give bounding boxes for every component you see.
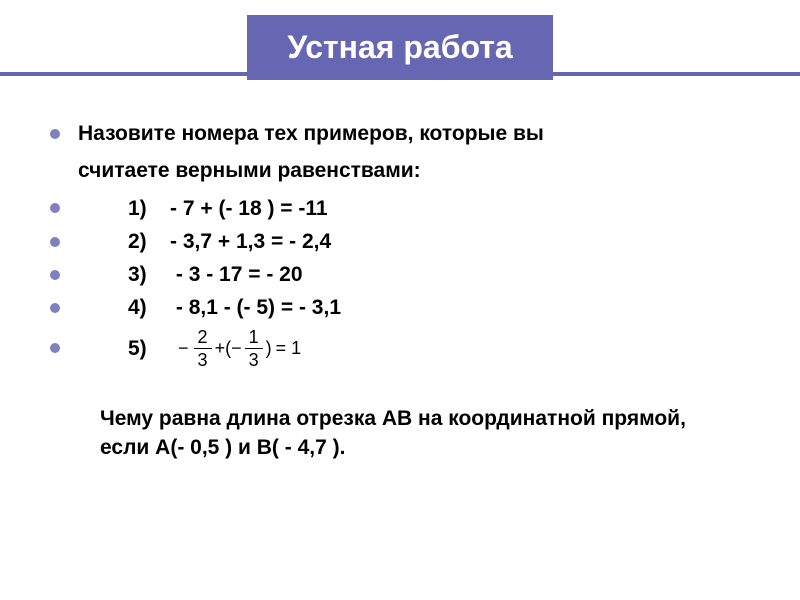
bullet-icon <box>50 343 60 353</box>
item-expression: - 8,1 - (- 5) = - 3,1 <box>176 296 341 319</box>
minus-icon: − <box>178 337 189 360</box>
bullet-icon <box>50 303 60 313</box>
minus-sign-2: − <box>231 337 242 360</box>
question-block: Чему равна длина отрезка АВ на координат… <box>100 404 770 463</box>
right-paren: ) <box>266 337 272 360</box>
instruction-text-2: считаете верными равенствами: <box>78 157 770 184</box>
plus-sign: + <box>215 337 226 360</box>
fraction-1: 2 3 <box>194 328 212 369</box>
list-item: 4) - 8,1 - (- 5) = - 3,1 <box>50 294 770 321</box>
fraction-expression: − 2 3 + ( − 1 3 ) = 1 <box>178 328 301 369</box>
item-expression: - 7 + (- 18 ) = -11 <box>170 197 328 220</box>
item-5: 5) − 2 3 + ( − 1 3 ) = 1 <box>78 328 301 369</box>
list-item: 1) - 7 + (- 18 ) = -11 <box>50 195 770 222</box>
item-expression: - 3,7 + 1,3 = - 2,4 <box>170 230 331 253</box>
list-item: 2) - 3,7 + 1,3 = - 2,4 <box>50 228 770 255</box>
bullet-icon <box>50 237 60 247</box>
item-number: 3) <box>128 263 147 286</box>
instruction-line-1: Назовите номера тех примеров, которые вы <box>50 120 770 147</box>
item-4: 4) - 8,1 - (- 5) = - 3,1 <box>78 294 341 321</box>
list-item: 3) - 3 - 17 = - 20 <box>50 261 770 288</box>
equals-result: = 1 <box>276 337 302 360</box>
fraction-2: 1 3 <box>245 328 263 369</box>
fraction-denominator-2: 3 <box>245 348 263 369</box>
item-2: 2) - 3,7 + 1,3 = - 2,4 <box>78 228 331 255</box>
item-number: 5) <box>128 335 147 362</box>
bullet-icon <box>50 129 60 139</box>
list-item: 5) − 2 3 + ( − 1 3 ) = 1 <box>50 328 770 369</box>
question-text: Чему равна длина отрезка АВ на координат… <box>100 404 740 463</box>
fraction-numerator: 2 <box>194 328 212 348</box>
fraction-numerator-2: 1 <box>245 328 263 348</box>
slide-title-container: Устная работа <box>0 0 800 80</box>
item-number: 4) <box>128 296 147 319</box>
item-1: 1) - 7 + (- 18 ) = -11 <box>78 195 328 222</box>
fraction-denominator: 3 <box>194 348 212 369</box>
item-number: 1) <box>128 197 147 220</box>
bullet-icon <box>50 203 60 213</box>
item-number: 2) <box>128 230 147 253</box>
instruction-text-1: Назовите номера тех примеров, которые вы <box>78 120 544 147</box>
item-3: 3) - 3 - 17 = - 20 <box>78 261 303 288</box>
bullet-icon <box>50 270 60 280</box>
slide-content: Назовите номера тех примеров, которые вы… <box>0 80 800 483</box>
item-expression: - 3 - 17 = - 20 <box>176 263 303 286</box>
slide-title: Устная работа <box>247 15 552 80</box>
